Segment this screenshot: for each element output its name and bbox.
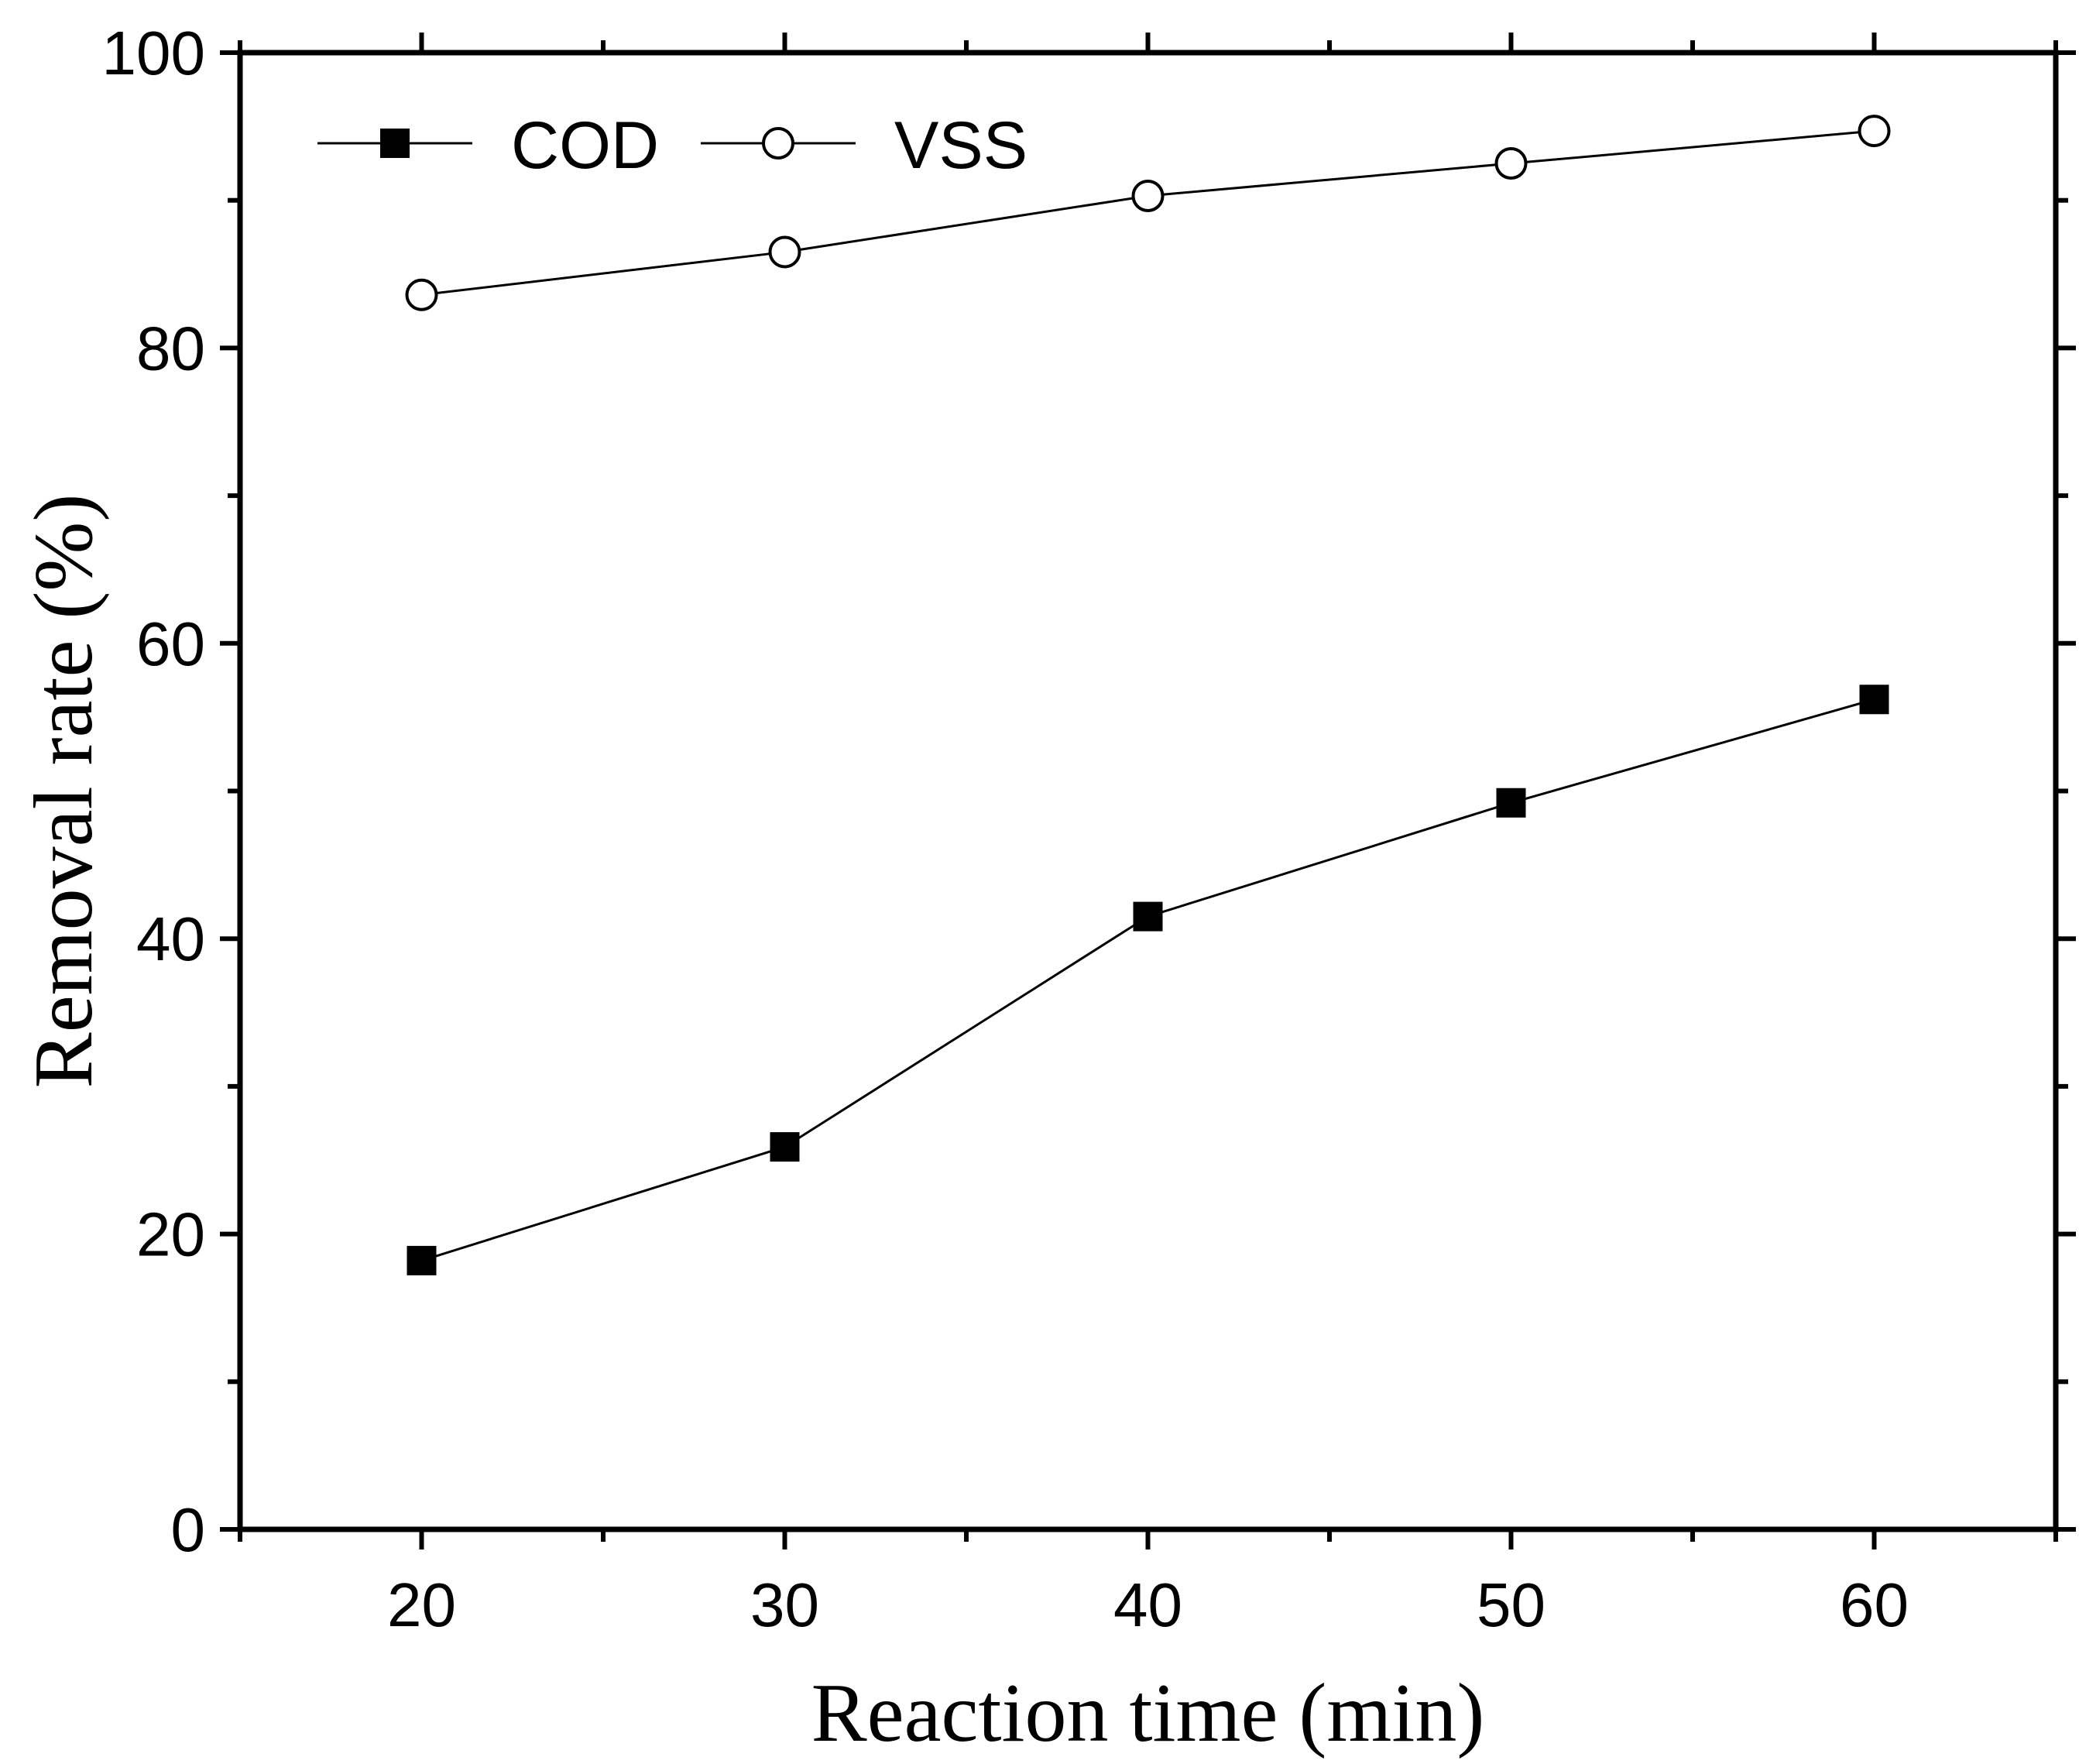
x-tick-label: 20 — [387, 1570, 456, 1639]
series-line-cod — [421, 698, 1875, 1262]
series-lines-group — [421, 129, 1875, 1262]
data-point-cod — [1133, 901, 1163, 932]
legend-marker-cod — [380, 129, 410, 158]
y-axis-title: Removal rate (%) — [18, 494, 110, 1089]
x-tick-label: 60 — [1840, 1570, 1909, 1639]
y-tick-label: 20 — [136, 1200, 205, 1269]
x-tick-label: 40 — [1113, 1570, 1182, 1639]
data-point-vss — [768, 235, 801, 269]
plot-frame — [237, 50, 2059, 1532]
legend-label-vss: VSS — [894, 108, 1027, 183]
axes-group: 20 30 40 50 60 0 20 40 60 80 100 — [102, 19, 2076, 1639]
data-point-vss — [1494, 147, 1528, 180]
x-tick-label: 30 — [750, 1570, 819, 1639]
y-tick-label: 60 — [136, 609, 205, 678]
legend-label-cod: COD — [511, 108, 659, 183]
y-tick-label: 0 — [171, 1495, 206, 1564]
legend-marker-vss — [762, 127, 794, 160]
y-tick-label: 40 — [136, 904, 205, 973]
data-point-vss — [1858, 115, 1891, 148]
data-point-cod — [1496, 788, 1526, 818]
x-axis-title: Reaction time (min) — [811, 1667, 1485, 1759]
data-point-cod — [1859, 685, 1889, 715]
y-tick-label: 80 — [136, 314, 205, 383]
data-point-cod — [407, 1245, 437, 1275]
legend: COD VSS — [317, 108, 1027, 183]
series-markers-group — [405, 115, 1891, 1275]
data-point-cod — [770, 1132, 800, 1162]
data-point-vss — [405, 278, 438, 311]
data-point-vss — [1131, 179, 1165, 212]
y-tick-label: 100 — [102, 19, 205, 88]
x-tick-label: 50 — [1477, 1570, 1546, 1639]
